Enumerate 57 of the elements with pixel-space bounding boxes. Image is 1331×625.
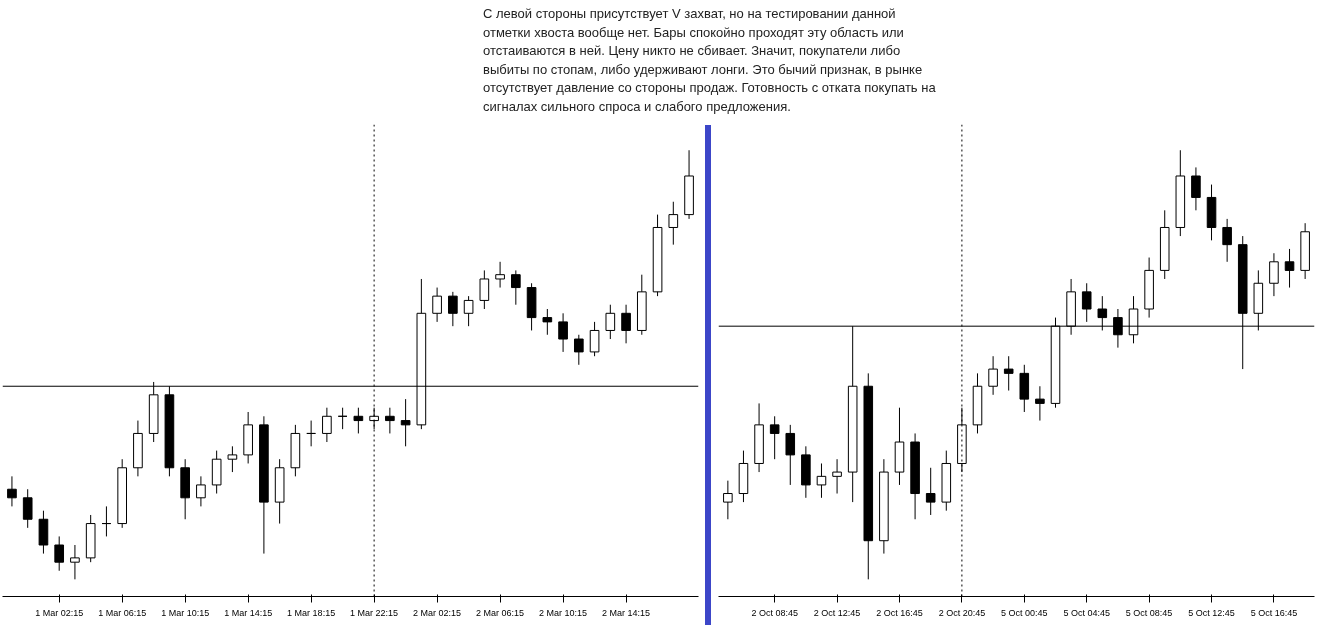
candlestick — [196, 475, 206, 507]
candlestick — [495, 261, 505, 289]
candlestick — [1284, 248, 1295, 289]
candlestick — [605, 304, 616, 340]
x-tick-label: 5 Oct 00:45 — [1001, 607, 1048, 618]
candlestick — [769, 415, 780, 460]
candlestick — [54, 535, 65, 572]
candlestick — [353, 407, 364, 434]
candlestick — [400, 398, 411, 447]
candlestick — [22, 488, 33, 529]
candlestick — [589, 321, 600, 357]
candlestick — [925, 467, 936, 516]
candlestick — [511, 269, 521, 306]
x-tick-label: 2 Oct 16:45 — [876, 607, 923, 618]
candlestick — [322, 407, 332, 443]
candlestick — [574, 334, 584, 366]
x-tick-label: 1 Mar 02:15 — [35, 607, 84, 618]
candlestick — [1081, 282, 1092, 323]
candlestick — [785, 424, 796, 486]
text: С левой стороны присутствует V захват, но на тестировании данной отметки хвоста вообще нет. Бары спокойно проходят эту область или отстаиваются в ней. Цену никто не сбивает. Значит, покупатели либо выбиты по стопам, либо удерживают лонги. Это бычий признак, в рынке отсутствует давление со стороны продаж. Готовность с отката покупать на сигналах сильного спроса и слабого предложения. — [483, 5, 937, 116]
x-tick-label: 1 Mar 14:15 — [224, 607, 273, 618]
candlestick — [448, 291, 458, 327]
candlestick — [832, 458, 842, 495]
candlestick — [621, 304, 631, 344]
candlestick — [463, 295, 474, 327]
candlestick — [227, 445, 238, 473]
x-tick-label: 2 Mar 02:15 — [413, 607, 462, 618]
x-tick-label: 1 Mar 10:15 — [161, 607, 210, 618]
x-tick-label: 2 Oct 12:45 — [813, 607, 861, 618]
x-tick-label: 2 Mar 14:15 — [602, 607, 651, 618]
x-tick-label: 1 Mar 18:15 — [287, 607, 336, 618]
x-tick-label: 1 Mar 06:15 — [98, 607, 147, 618]
x-tick-label: 5 Oct 16:45 — [1250, 607, 1298, 618]
x-tick-label: 2 Mar 10:15 — [539, 607, 588, 618]
candlestick — [558, 312, 568, 353]
candlestick — [723, 480, 733, 520]
x-tick-label: 2 Oct 20:45 — [938, 607, 986, 618]
x-tick-label: 2 Oct 08:45 — [751, 607, 798, 618]
candlestick — [668, 201, 679, 246]
x-tick-label: 5 Oct 04:45 — [1063, 607, 1110, 618]
x-tick-label: 1 Mar 22:15 — [350, 607, 399, 618]
candlestick — [385, 407, 395, 434]
x-tick-label: 2 Mar 06:15 — [476, 607, 525, 618]
candlestick — [432, 287, 442, 323]
candlestick — [70, 544, 80, 580]
x-tick-label: 5 Oct 12:45 — [1188, 607, 1235, 618]
candlestick — [479, 269, 490, 310]
candlestick — [7, 475, 17, 507]
candlestick — [1191, 166, 1201, 211]
candlestick — [1035, 385, 1045, 422]
candlestick — [816, 462, 827, 499]
candlestick — [1269, 252, 1279, 297]
x-tick-label: 5 Oct 08:45 — [1125, 607, 1173, 618]
candlestick — [1222, 218, 1232, 263]
candlestick — [1003, 355, 1014, 392]
candlestick — [542, 308, 553, 336]
candlestick — [988, 355, 998, 396]
